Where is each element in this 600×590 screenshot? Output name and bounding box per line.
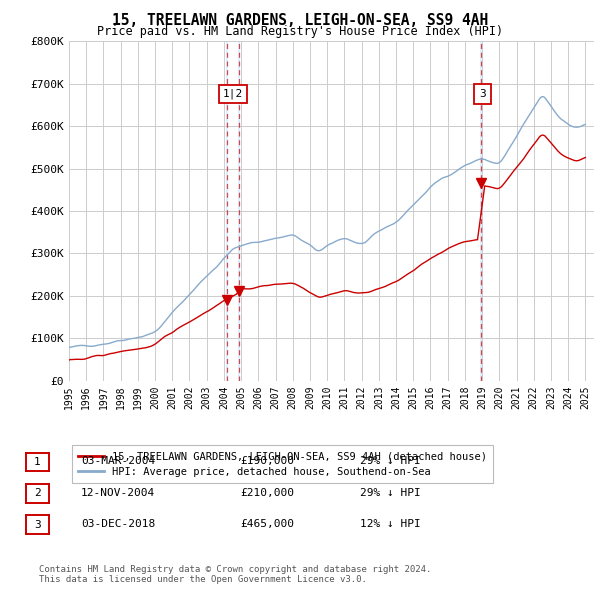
Text: 29% ↓ HPI: 29% ↓ HPI [360, 488, 421, 497]
Bar [226, 41, 228, 381]
Text: 12-NOV-2004: 12-NOV-2004 [81, 488, 155, 497]
Text: £190,000: £190,000 [240, 457, 294, 466]
Text: 29% ↓ HPI: 29% ↓ HPI [360, 457, 421, 466]
Legend: 15, TREELAWN GARDENS, LEIGH-ON-SEA, SS9 4AH (detached house), HPI: Average price: 15, TREELAWN GARDENS, LEIGH-ON-SEA, SS9 … [71, 445, 493, 483]
Text: 1: 1 [34, 457, 41, 467]
Text: Contains HM Land Registry data © Crown copyright and database right 2024.
This d: Contains HM Land Registry data © Crown c… [39, 565, 431, 584]
Text: 03-MAR-2004: 03-MAR-2004 [81, 457, 155, 466]
Text: 3: 3 [34, 520, 41, 529]
Text: 12% ↓ HPI: 12% ↓ HPI [360, 519, 421, 529]
Text: £210,000: £210,000 [240, 488, 294, 497]
Text: 15, TREELAWN GARDENS, LEIGH-ON-SEA, SS9 4AH: 15, TREELAWN GARDENS, LEIGH-ON-SEA, SS9 … [112, 13, 488, 28]
Text: 03-DEC-2018: 03-DEC-2018 [81, 519, 155, 529]
Text: 1|2: 1|2 [223, 88, 243, 99]
Text: Price paid vs. HM Land Registry's House Price Index (HPI): Price paid vs. HM Land Registry's House … [97, 25, 503, 38]
Bar [480, 41, 482, 381]
Text: £465,000: £465,000 [240, 519, 294, 529]
Bar [238, 41, 240, 381]
Text: 2: 2 [34, 489, 41, 498]
Text: 3: 3 [479, 89, 486, 99]
